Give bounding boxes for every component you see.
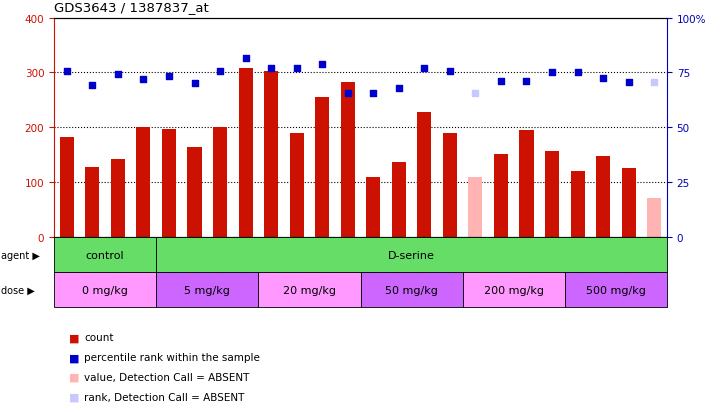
Point <box>469 91 481 97</box>
Bar <box>60 138 74 237</box>
Point <box>597 76 609 82</box>
Text: 0 mg/kg: 0 mg/kg <box>82 285 128 295</box>
Bar <box>392 162 406 237</box>
Text: value, Detection Call = ABSENT: value, Detection Call = ABSENT <box>84 372 249 382</box>
Point <box>240 56 252 62</box>
Bar <box>417 113 431 237</box>
Point <box>547 70 558 76</box>
Text: D-serine: D-serine <box>388 250 435 260</box>
Text: 20 mg/kg: 20 mg/kg <box>283 285 336 295</box>
Bar <box>570 172 585 237</box>
Bar <box>162 130 176 237</box>
Bar <box>187 147 202 237</box>
Point <box>623 79 634 86</box>
Point <box>61 69 73 75</box>
Point <box>393 85 404 92</box>
Bar <box>341 83 355 237</box>
Point <box>572 70 583 76</box>
Text: 200 mg/kg: 200 mg/kg <box>484 285 544 295</box>
Bar <box>264 72 278 237</box>
Point <box>342 91 353 97</box>
Bar <box>647 199 661 237</box>
Bar <box>156 273 258 308</box>
Bar <box>366 177 380 237</box>
Text: count: count <box>84 332 114 342</box>
Text: percentile rank within the sample: percentile rank within the sample <box>84 352 260 362</box>
Bar <box>111 159 125 237</box>
Point <box>521 78 532 85</box>
Bar <box>519 131 534 237</box>
Point <box>163 74 174 81</box>
Point <box>214 69 226 75</box>
Point <box>368 90 379 97</box>
Bar <box>469 178 482 237</box>
Point <box>87 82 98 89</box>
Text: GDS3643 / 1387837_at: GDS3643 / 1387837_at <box>54 1 209 14</box>
Point <box>138 76 149 83</box>
Bar <box>156 237 667 273</box>
Bar <box>596 157 610 237</box>
Point <box>291 66 302 72</box>
Bar <box>443 134 457 237</box>
Bar <box>239 69 252 237</box>
Bar <box>545 152 559 237</box>
Bar <box>54 237 156 273</box>
Text: ■: ■ <box>68 332 79 342</box>
Point <box>189 81 200 88</box>
Point <box>265 66 277 72</box>
Point <box>419 66 430 72</box>
Bar <box>54 273 156 308</box>
Bar <box>360 273 463 308</box>
Bar <box>565 273 667 308</box>
Bar <box>290 133 304 237</box>
Bar <box>494 154 508 237</box>
Bar <box>463 273 565 308</box>
Point <box>317 61 328 68</box>
Text: 500 mg/kg: 500 mg/kg <box>586 285 646 295</box>
Bar <box>622 169 636 237</box>
Text: control: control <box>86 250 125 260</box>
Text: ■: ■ <box>68 392 79 402</box>
Text: ■: ■ <box>68 352 79 362</box>
Bar <box>213 128 227 237</box>
Point <box>444 69 456 76</box>
Bar <box>315 97 329 237</box>
Bar <box>258 273 360 308</box>
Text: 50 mg/kg: 50 mg/kg <box>385 285 438 295</box>
Text: dose ▶: dose ▶ <box>1 285 35 295</box>
Point <box>495 79 507 85</box>
Text: ■: ■ <box>68 372 79 382</box>
Bar <box>136 128 151 237</box>
Text: rank, Detection Call = ABSENT: rank, Detection Call = ABSENT <box>84 392 244 402</box>
Bar <box>85 167 99 237</box>
Point <box>648 79 660 86</box>
Text: agent ▶: agent ▶ <box>1 250 40 260</box>
Point <box>112 71 124 78</box>
Text: 5 mg/kg: 5 mg/kg <box>185 285 230 295</box>
